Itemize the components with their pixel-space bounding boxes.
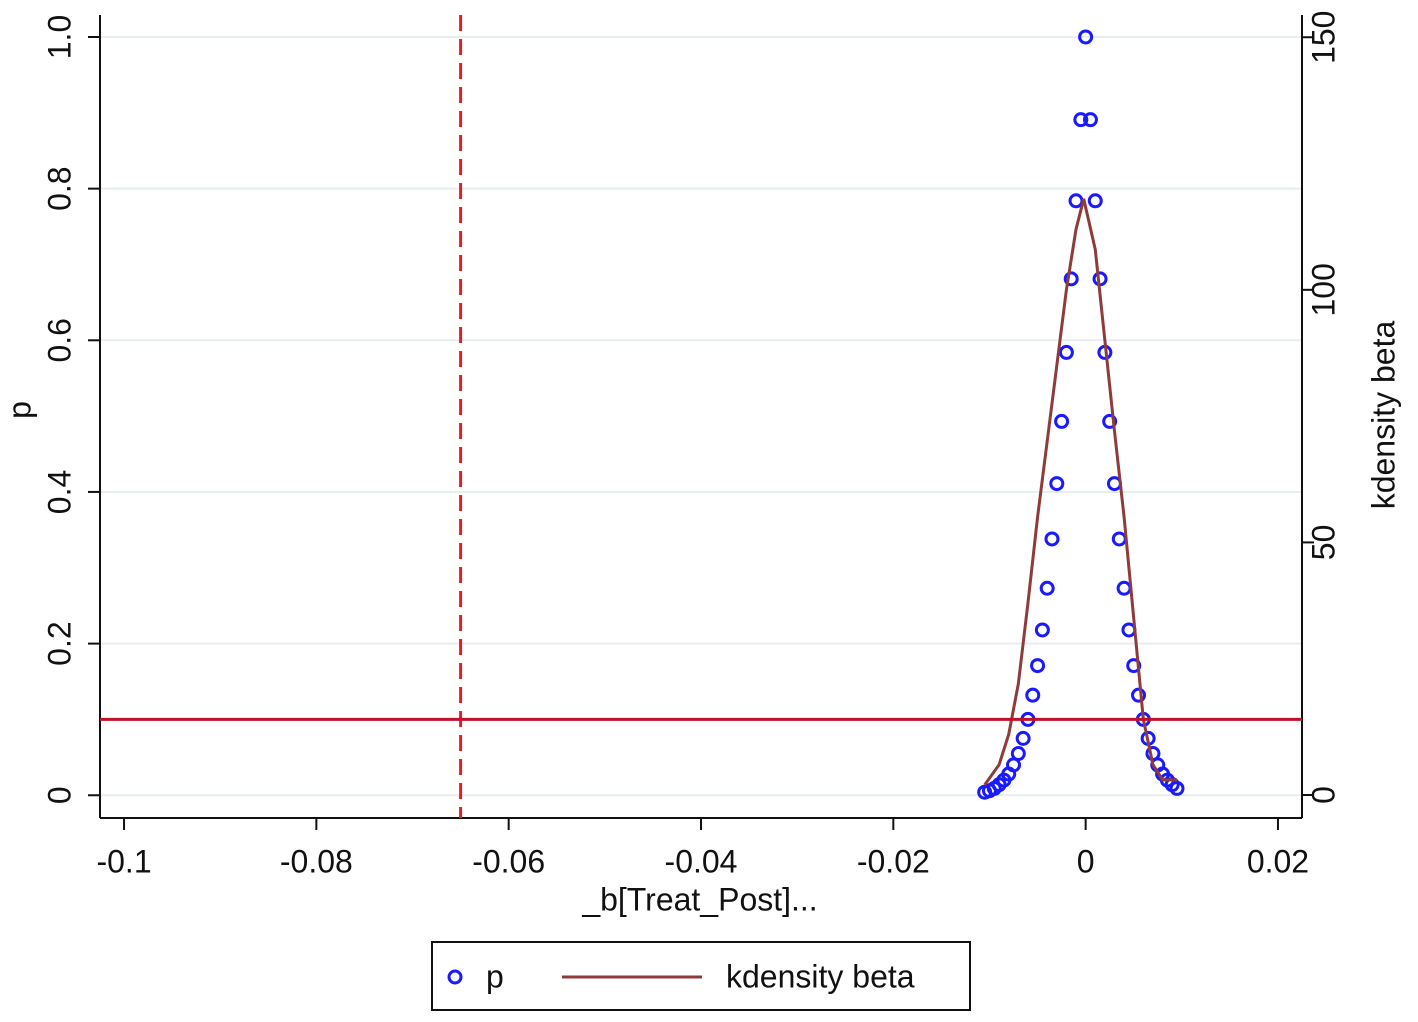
y2-tick-label: 0: [1305, 786, 1341, 804]
y-tick-label: 0.2: [41, 621, 77, 665]
point: [1034, 622, 1050, 638]
point: [1082, 112, 1098, 128]
legend-label: p: [486, 958, 504, 994]
point: [1049, 476, 1065, 492]
point: [1102, 413, 1118, 429]
legend-label: kdensity beta: [726, 958, 915, 994]
x-tick-label: -0.02: [857, 843, 930, 879]
y-tick-label: 0.4: [41, 470, 77, 514]
x-axis-title: _b[Treat_Post]...: [581, 881, 817, 917]
y2-tick-label: 150: [1305, 11, 1341, 64]
y-tick-label: 0.6: [41, 318, 77, 362]
line: [983, 198, 1177, 786]
point: [1039, 580, 1055, 596]
legend-marker: [447, 969, 463, 985]
y2-axis-title: kdensity beta: [1365, 321, 1401, 510]
point: [1044, 531, 1060, 547]
point: [1030, 658, 1046, 674]
x-tick-label: -0.1: [96, 843, 151, 879]
x-tick-label: -0.06: [472, 843, 545, 879]
x-tick-label: 0.02: [1247, 843, 1309, 879]
y-tick-label: 0: [41, 786, 77, 804]
point: [1078, 29, 1094, 45]
x-tick-label: 0: [1077, 843, 1095, 879]
point: [1058, 344, 1074, 360]
x-tick-label: -0.04: [665, 843, 738, 879]
point: [1087, 193, 1103, 209]
point: [1073, 112, 1089, 128]
point: [1025, 687, 1041, 703]
y-axis-title: p: [1, 401, 37, 419]
point: [1015, 730, 1031, 746]
point: [1010, 746, 1026, 762]
y-tick-label: 0.8: [41, 166, 77, 210]
y2-tick-label: 50: [1305, 525, 1341, 561]
y2-tick-label: 100: [1305, 263, 1341, 316]
x-tick-label: -0.08: [280, 843, 353, 879]
point: [1063, 271, 1079, 287]
point: [1054, 413, 1070, 429]
point: [1131, 687, 1147, 703]
y-tick-label: 1.0: [41, 15, 77, 59]
point: [1169, 780, 1185, 796]
